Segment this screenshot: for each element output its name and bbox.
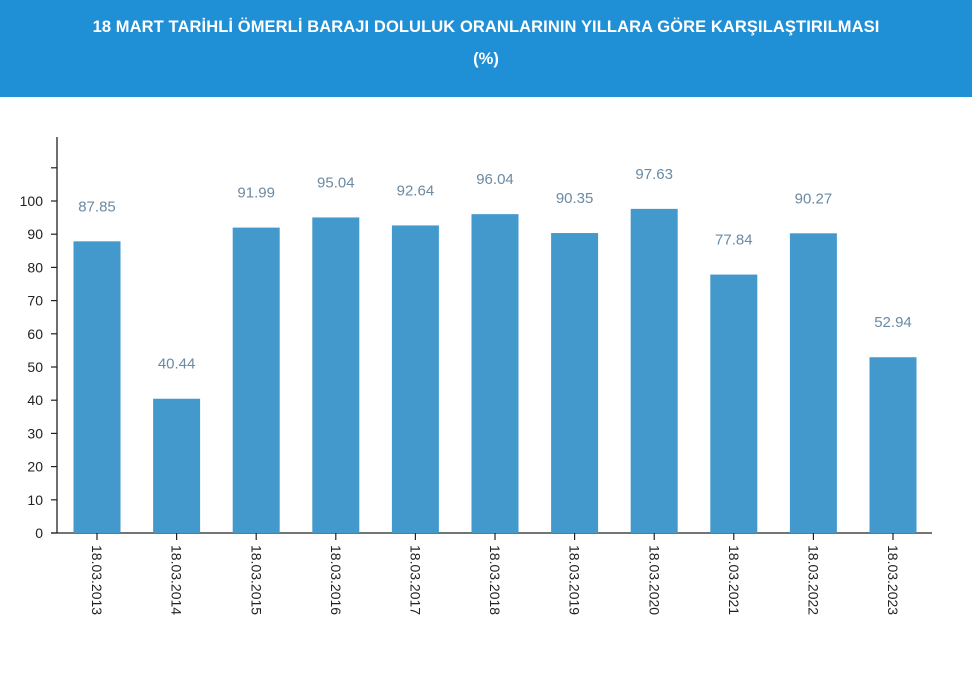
y-tick-label: 100 xyxy=(20,193,44,209)
x-tick-label: 18.03.2022 xyxy=(806,545,822,615)
y-tick-label: 40 xyxy=(27,392,43,408)
x-tick-label: 18.03.2014 xyxy=(169,545,185,615)
x-tick-label: 18.03.2013 xyxy=(89,545,105,615)
x-tick-label: 18.03.2016 xyxy=(328,545,344,615)
bar[interactable] xyxy=(232,227,280,533)
bar-value-label: 95.04 xyxy=(317,174,355,191)
y-tick-label: 50 xyxy=(27,359,43,375)
bar-value-label: 92.64 xyxy=(397,182,435,199)
bar-value-label: 96.04 xyxy=(476,171,514,188)
bar-value-label: 52.94 xyxy=(874,314,912,331)
x-tick-label: 18.03.2021 xyxy=(726,545,742,615)
y-tick-label: 80 xyxy=(27,259,43,275)
bar-value-label: 97.63 xyxy=(635,166,673,183)
x-tick-label: 18.03.2023 xyxy=(885,545,901,615)
bar[interactable] xyxy=(789,233,837,534)
x-tick-label: 18.03.2019 xyxy=(567,545,583,615)
bar[interactable] xyxy=(312,217,360,533)
bar[interactable] xyxy=(869,357,917,533)
y-tick-label: 20 xyxy=(27,459,43,475)
y-tick-label: 10 xyxy=(27,492,43,508)
bar[interactable] xyxy=(153,398,201,533)
bar-value-label: 87.85 xyxy=(78,198,116,215)
y-tick-label: 90 xyxy=(27,226,43,242)
chart-header: 18 MART TARİHLİ ÖMERLİ BARAJI DOLULUK OR… xyxy=(0,0,972,97)
x-tick-label: 18.03.2017 xyxy=(408,545,424,615)
y-tick-label: 70 xyxy=(27,293,43,309)
bar-value-label: 90.35 xyxy=(556,190,594,207)
y-tick-label: 30 xyxy=(27,425,43,441)
bar[interactable] xyxy=(73,241,121,533)
bar[interactable] xyxy=(710,274,758,533)
bar[interactable] xyxy=(630,208,678,533)
chart-title: 18 MART TARİHLİ ÖMERLİ BARAJI DOLULUK OR… xyxy=(92,18,880,36)
bar-chart: 0 10 20 30 40 50 60 70 80 90 100 87.85 18.03.2013 40.… xyxy=(20,137,932,615)
bar-value-label: 77.84 xyxy=(715,232,753,249)
y-tick-label: 60 xyxy=(27,326,43,342)
chart-subtitle: (%) xyxy=(473,50,499,68)
y-tick-label: 0 xyxy=(35,525,43,541)
bar-value-label: 91.99 xyxy=(237,185,275,202)
x-tick-label: 18.03.2018 xyxy=(487,545,503,615)
x-tick-label: 18.03.2015 xyxy=(248,545,264,615)
bar[interactable] xyxy=(471,214,519,533)
chart-area: 0 10 20 30 40 50 60 70 80 90 100 87.85 18.03.2013 40.… xyxy=(0,97,972,675)
x-tick-label: 18.03.2020 xyxy=(646,545,662,615)
bar[interactable] xyxy=(551,233,599,533)
bar[interactable] xyxy=(391,225,439,534)
bar-value-label: 90.27 xyxy=(795,190,833,207)
bar-value-label: 40.44 xyxy=(158,356,196,373)
